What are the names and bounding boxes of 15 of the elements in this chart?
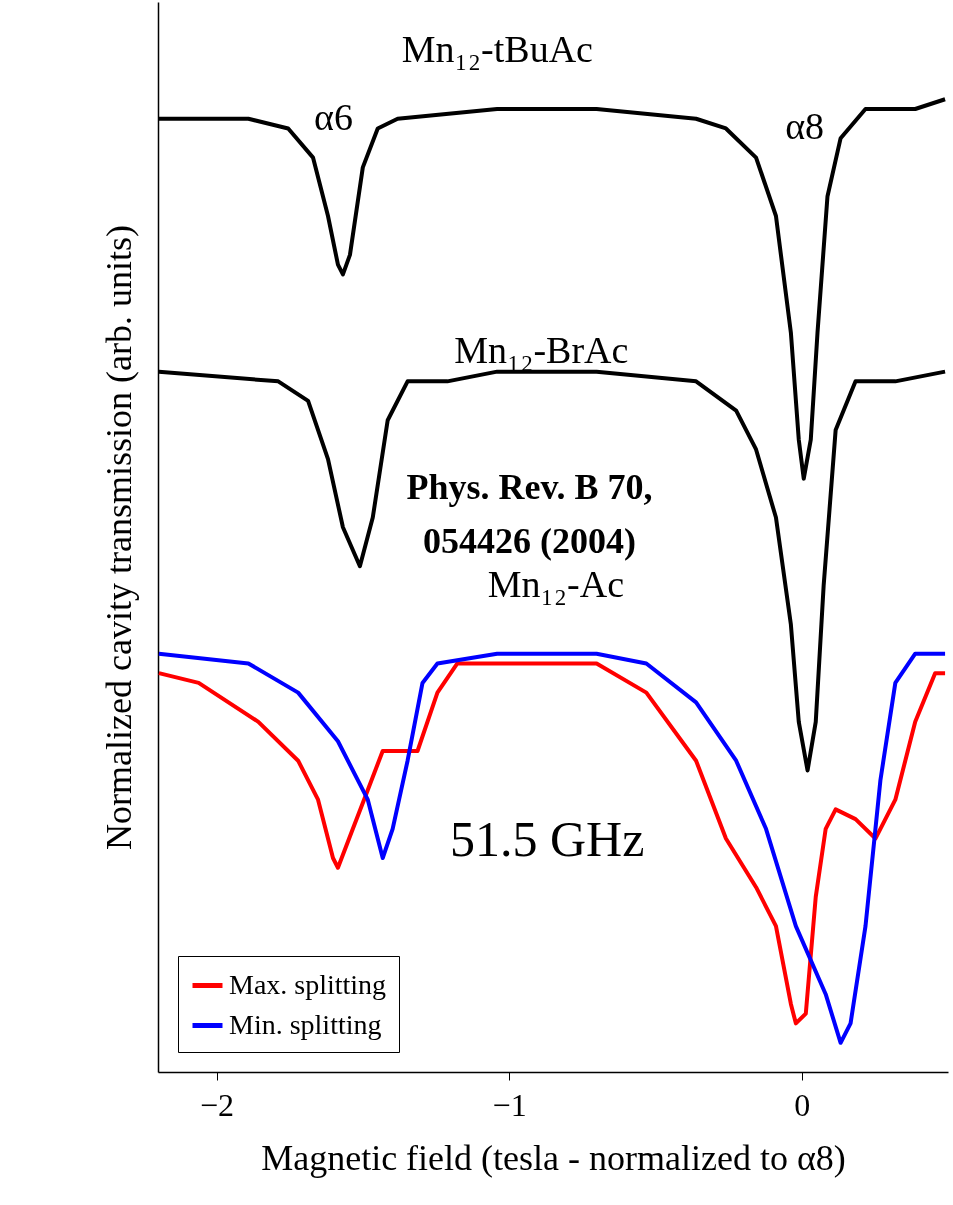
annotation: α6 xyxy=(314,95,354,138)
x-tick-label: 0 xyxy=(794,1086,811,1123)
annotation: 054426 (2004) xyxy=(423,520,637,561)
annotation: Mn₁₂-BrAc xyxy=(454,329,629,372)
x-axis-title: Magnetic field (tesla - normalized to α8) xyxy=(261,1137,846,1178)
x-tick-label: −2 xyxy=(200,1086,235,1123)
y-axis-title: Normalized cavity transmission (arb. units) xyxy=(98,225,139,850)
x-tick-label: −1 xyxy=(492,1086,527,1123)
annotation: Phys. Rev. B 70, xyxy=(406,467,653,508)
annotation: Mn₁₂-Ac xyxy=(487,562,625,605)
legend-label: Min. splitting xyxy=(229,1008,382,1040)
text: Mn₁₂-tBuAc xyxy=(401,27,593,70)
legend-label: Max. splitting xyxy=(229,968,387,1000)
annotation: α8 xyxy=(785,105,825,148)
annotation: 51.5 GHz xyxy=(449,811,645,868)
